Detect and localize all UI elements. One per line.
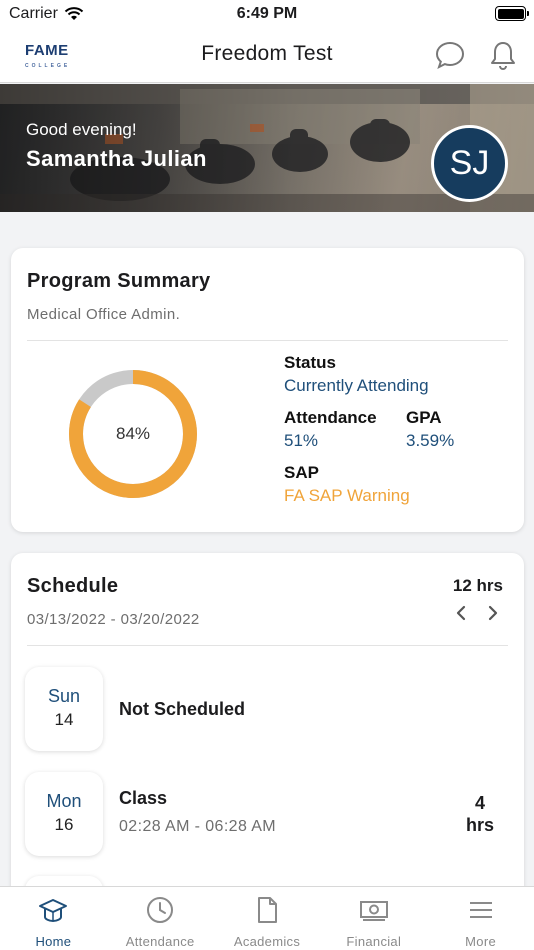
tab-home[interactable]: Home: [0, 887, 107, 950]
carrier: Carrier: [9, 5, 84, 23]
clock-icon: [147, 897, 174, 923]
gpa-value: 3.59%: [406, 431, 455, 450]
day-badge: Mon 16: [25, 772, 103, 856]
page-title: Freedom Test: [201, 42, 333, 65]
program-summary-title: Program Summary: [27, 270, 211, 292]
chevron-right-icon: [488, 605, 498, 621]
tab-label: Financial: [346, 934, 402, 949]
program-summary-card[interactable]: Program Summary Medical Office Admin. 84…: [11, 248, 524, 532]
tab-label: Academics: [233, 934, 301, 949]
chat-bubble-icon[interactable]: [434, 39, 466, 71]
previous-week-button[interactable]: [453, 605, 469, 621]
event-duration: 4 hrs: [466, 792, 494, 836]
tab-label: More: [465, 934, 496, 949]
money-icon: [359, 901, 388, 921]
event-times: 02:28 AM - 06:28 AM: [119, 818, 277, 835]
schedule-card: Schedule 12 hrs 03/13/2022 - 03/20/2022 …: [11, 553, 524, 913]
schedule-row[interactable]: Mon 16 Class 02:28 AM - 06:28 AM 4 hrs: [25, 772, 508, 856]
menu-icon: [469, 902, 492, 918]
progress-percent: 84%: [115, 424, 151, 443]
day-of-week: Sun: [47, 686, 81, 706]
event-title: Not Scheduled: [119, 699, 246, 719]
document-icon: [257, 897, 277, 923]
graduation-cap-icon: [39, 899, 68, 923]
program-name: Medical Office Admin.: [27, 306, 181, 323]
attendance-label: Attendance: [284, 408, 377, 427]
divider: [27, 340, 508, 341]
progress-donut: 84%: [65, 366, 201, 502]
tab-bar: Home Attendance Academics Financial More: [0, 886, 534, 950]
student-name: Samantha Julian: [26, 146, 207, 171]
day-number: 14: [54, 710, 74, 729]
logo-subtext: COLLEGE: [25, 63, 71, 69]
gpa-label: GPA: [406, 408, 442, 427]
tab-more[interactable]: More: [427, 887, 534, 950]
battery-icon: [495, 6, 529, 21]
nav-bar: FAME COLLEGE Freedom Test: [0, 30, 534, 83]
greeting-text: Good evening!: [26, 120, 137, 139]
status-time: 6:49 PM: [236, 5, 298, 22]
status-label: Status: [284, 353, 336, 372]
welcome-banner: Good evening! Samantha Julian SJ: [0, 84, 534, 212]
day-badge: Sun 14: [25, 667, 103, 751]
schedule-date-range: 03/13/2022 - 03/20/2022: [27, 611, 200, 628]
divider: [27, 645, 508, 646]
schedule-title: Schedule: [27, 575, 119, 597]
tab-academics[interactable]: Academics: [214, 887, 321, 950]
tab-label: Home: [35, 934, 72, 949]
progress-arc: [69, 370, 197, 498]
sap-label: SAP: [284, 463, 319, 482]
logo-text: FAME: [25, 42, 69, 59]
day-number: 16: [54, 815, 74, 834]
chevron-left-icon: [456, 605, 466, 621]
schedule-total-hours: 12 hrs: [452, 576, 503, 595]
status-value: Currently Attending: [284, 376, 429, 395]
tab-attendance[interactable]: Attendance: [107, 887, 214, 950]
bell-icon[interactable]: [487, 39, 519, 71]
tab-label: Attendance: [125, 934, 195, 949]
status-bar: Carrier 6:49 PM: [0, 0, 534, 30]
event-title: Class: [119, 788, 168, 808]
duration-value: 4: [474, 793, 485, 813]
app-logo[interactable]: FAME COLLEGE: [25, 42, 71, 73]
wifi-icon: [64, 7, 84, 20]
sap-value: FA SAP Warning: [284, 486, 410, 505]
week-navigation: [453, 605, 501, 621]
schedule-row[interactable]: Sun 14 Not Scheduled: [25, 667, 508, 751]
avatar[interactable]: SJ: [431, 125, 508, 202]
attendance-value: 51%: [284, 431, 319, 450]
carrier-label: Carrier: [9, 5, 58, 22]
tab-financial[interactable]: Financial: [320, 887, 427, 950]
next-week-button[interactable]: [485, 605, 501, 621]
progress-ring: [69, 370, 197, 498]
day-of-week: Mon: [46, 791, 82, 811]
duration-unit: hrs: [465, 815, 494, 835]
